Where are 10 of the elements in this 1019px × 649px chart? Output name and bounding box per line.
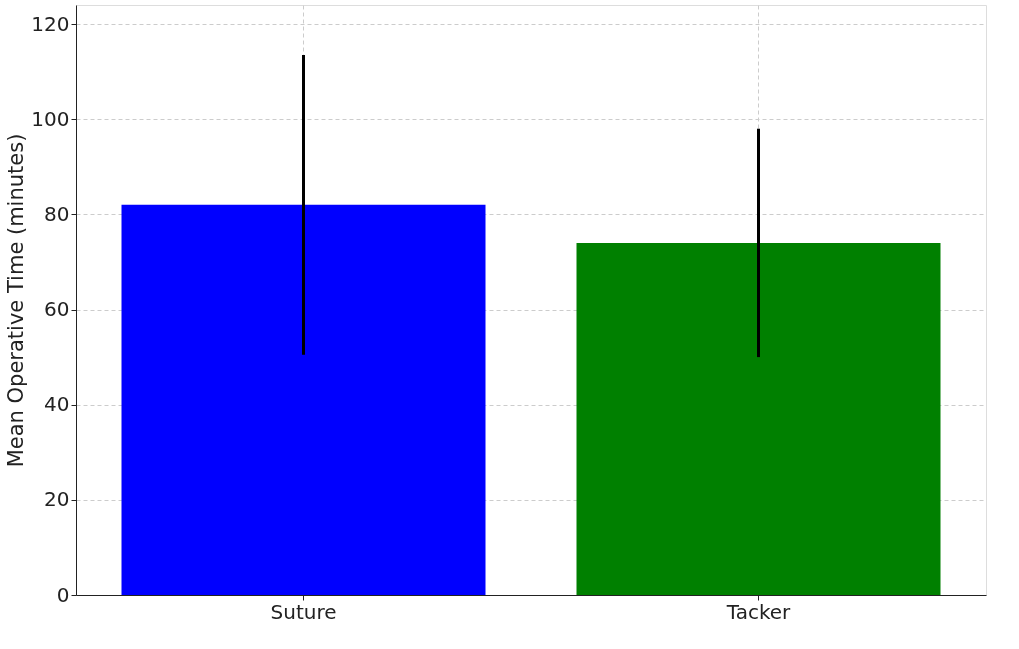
y-tick-label: 120 [31,11,70,36]
x-tick-label: Suture [270,599,337,624]
y-axis-title: Mean Operative Time (minutes) [4,133,29,468]
x-tick-label: Tacker [725,599,792,624]
y-tick-label: 80 [44,201,70,226]
y-tick-label: 40 [44,392,70,417]
y-tick-label: 0 [56,582,70,607]
y-tick-label: 60 [44,297,70,322]
y-tick-label: 100 [31,106,70,131]
y-tick-label: 20 [44,487,70,512]
